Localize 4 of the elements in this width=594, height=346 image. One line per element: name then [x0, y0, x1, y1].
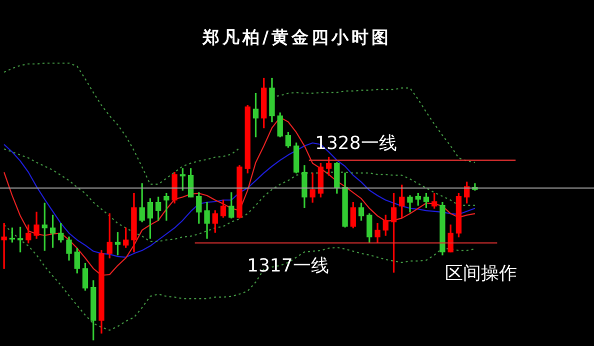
- text: 郑凡柏/黄金四小时图: [201, 27, 393, 49]
- annotation: 区间操作: [445, 262, 517, 285]
- ref-line-label: 1328一线: [315, 132, 397, 154]
- ref-line-label: 1317一线: [247, 256, 329, 277]
